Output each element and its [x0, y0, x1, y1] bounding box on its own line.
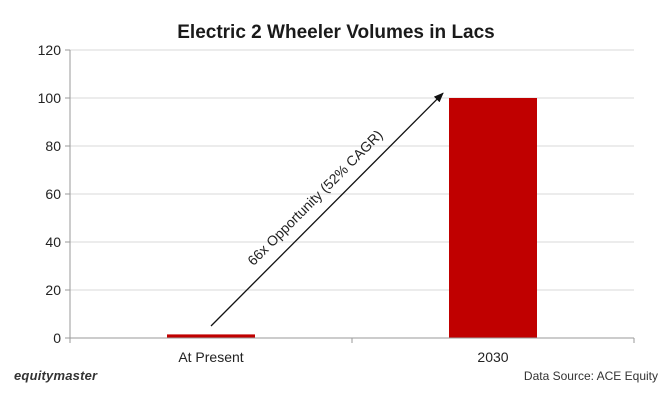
- chart-title: Electric 2 Wheeler Volumes in Lacs: [177, 22, 495, 43]
- brand-logo-text: equitymaster: [14, 368, 98, 383]
- bar-2: [449, 98, 537, 338]
- x-tick-label: At Present: [178, 349, 243, 365]
- y-tick-label: 100: [38, 90, 62, 106]
- x-tick-label: 2030: [477, 349, 508, 365]
- x-axis-tick-labels: At Present 2030: [69, 338, 635, 365]
- y-axis-tick-labels: 0 20 40 60 80 100 120: [38, 42, 70, 346]
- y-tick-label: 40: [45, 234, 61, 250]
- y-tick-label: 120: [38, 42, 62, 58]
- bar-1: [167, 334, 255, 338]
- annotation-label: 66x Opportunity (52% CAGR): [244, 127, 386, 269]
- bars: [167, 98, 537, 338]
- gridlines: [70, 49, 634, 291]
- y-tick-label: 20: [45, 282, 61, 298]
- y-tick-label: 60: [45, 186, 61, 202]
- data-source-label: Data Source: ACE Equity: [523, 369, 658, 383]
- y-tick-label: 0: [53, 330, 61, 346]
- y-tick-label: 80: [45, 138, 61, 154]
- annotation-arrow: [210, 92, 444, 327]
